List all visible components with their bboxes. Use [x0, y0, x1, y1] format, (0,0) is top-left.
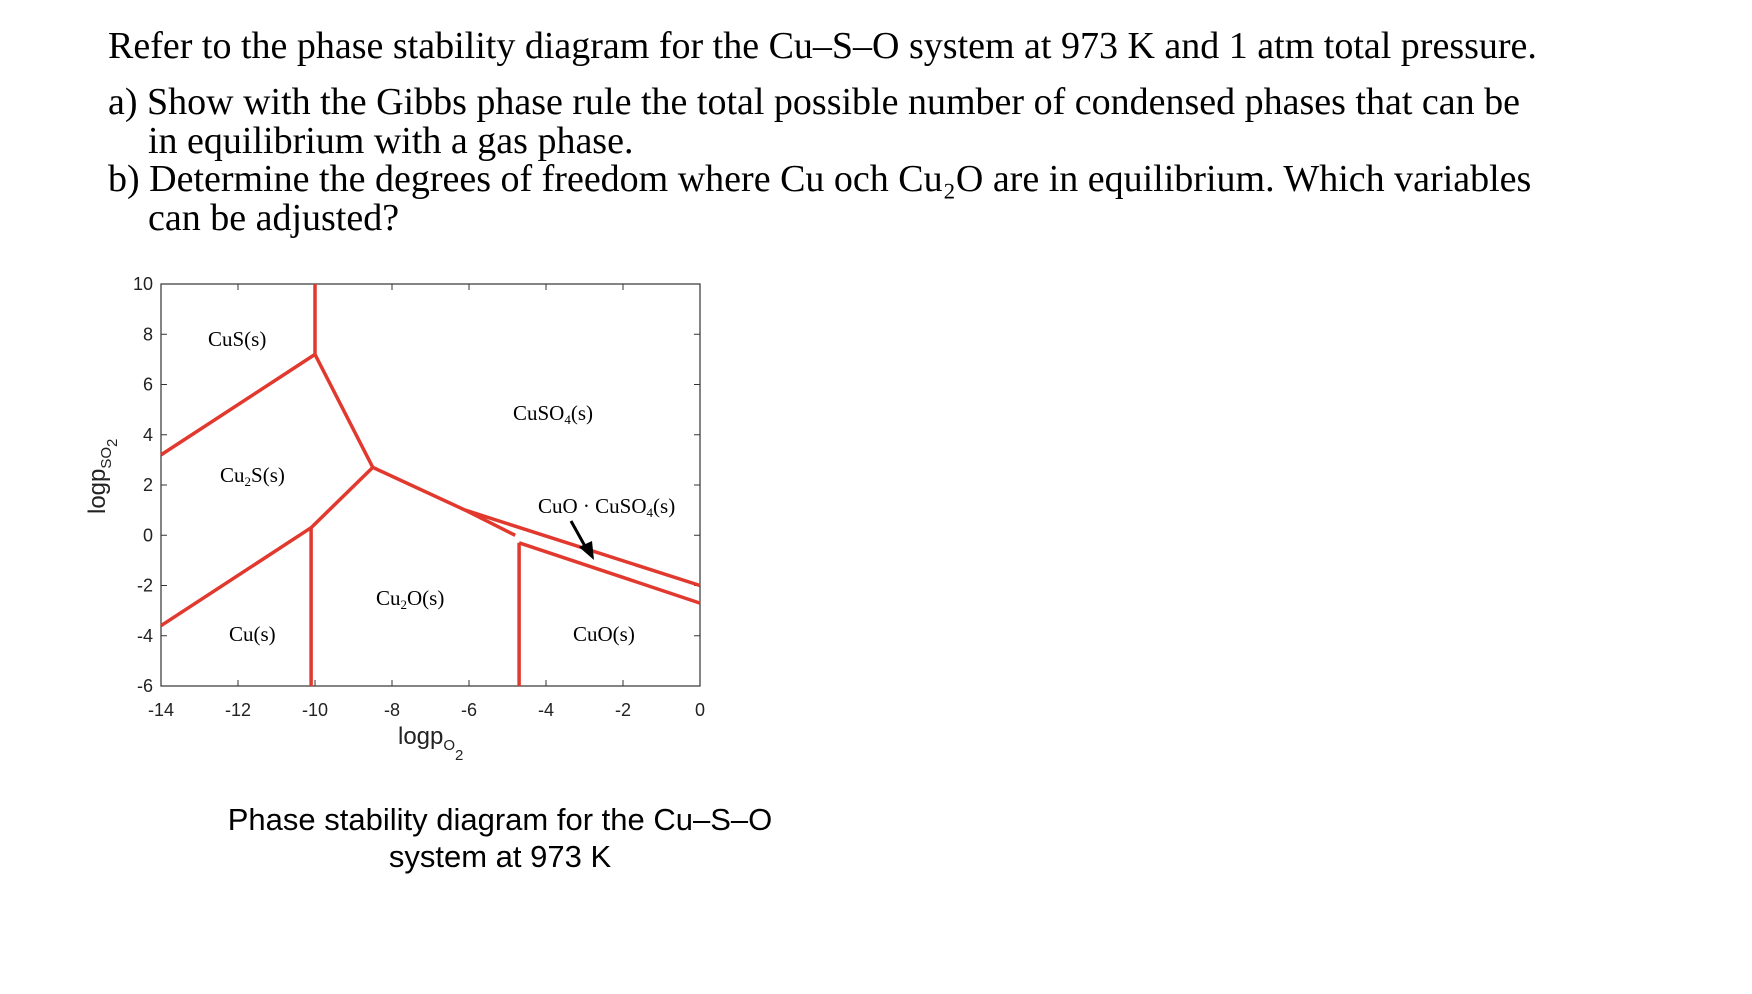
- x-tick-label: -6: [461, 700, 477, 720]
- region-cuso4-sub: 4: [564, 412, 571, 427]
- x-tick-label: -4: [538, 700, 554, 720]
- arrow-shaft: [569, 520, 588, 549]
- y-tick-label: -6: [137, 676, 153, 696]
- y-tick-labels: 10 8 6 4 2 0 -2 -4 -6: [133, 274, 153, 696]
- x-tick-label: 0: [695, 700, 705, 720]
- region-cuo-cuso4: CuO · CuSO4(s): [538, 494, 675, 520]
- question-b-line1: b) Determine the degrees of freedom wher…: [108, 158, 1532, 200]
- phase-boundary-7: [372, 465, 466, 512]
- y-tick-label: 4: [143, 425, 153, 445]
- x-tick-label: -8: [384, 700, 400, 720]
- region-cu2o-base: Cu: [376, 586, 401, 610]
- phase-boundary-4: [309, 466, 375, 529]
- x-tick-label: -12: [225, 700, 251, 720]
- axis-ticks: [160, 283, 701, 687]
- region-cuo: CuO(s): [573, 622, 635, 646]
- y-tick-label: -4: [137, 626, 153, 646]
- y-tick-label: 8: [143, 324, 153, 344]
- arrow-indicator: [569, 520, 594, 560]
- x-axis-label-subsub: 2: [455, 747, 463, 764]
- phase-boundary-3: [313, 353, 375, 469]
- region-cu2s-sub: 2: [245, 474, 252, 489]
- phase-boundary-1: [160, 352, 316, 457]
- y-tick-label: 6: [143, 375, 153, 395]
- y-axis-label-subsub: 2: [104, 439, 121, 447]
- region-cuso4-rest: (s): [571, 401, 593, 425]
- phase-boundary-9: [464, 508, 516, 537]
- region-cuso4-base: CuSO: [513, 401, 564, 425]
- question-a-line2: in equilibrium with a gas phase.: [148, 120, 634, 162]
- x-tick-labels: -14 -12 -10 -8 -6 -4 -2 0: [148, 700, 705, 720]
- question-b-line2: can be adjusted?: [148, 197, 400, 239]
- region-cu2o-sub: 2: [401, 597, 408, 612]
- y-axis-label: logpSO2: [84, 439, 121, 514]
- x-axis-label-main: logp: [398, 723, 443, 750]
- y-axis-label-main: logp: [84, 469, 111, 514]
- y-tick-label: 10: [133, 274, 153, 294]
- region-cuo-cuso4-rest: (s): [653, 494, 675, 518]
- y-tick-label: 2: [143, 475, 153, 495]
- region-cu2s-base: Cu: [220, 463, 245, 487]
- arrowhead-icon: [579, 541, 594, 560]
- phase-boundary-5: [160, 526, 313, 628]
- y-tick-label: -2: [137, 576, 153, 596]
- phase-boundary-10: [518, 541, 701, 605]
- region-cu: Cu(s): [229, 622, 276, 646]
- region-cu2o: Cu2O(s): [376, 586, 444, 612]
- y-tick-label: 0: [143, 525, 153, 545]
- x-tick-label: -2: [615, 700, 631, 720]
- region-cu2o-rest: O(s): [407, 586, 444, 610]
- region-cuo-cuso4-sub: 4: [647, 505, 654, 520]
- region-cu2s: Cu2S(s): [220, 463, 285, 489]
- region-cuo-cuso4-base: CuO · CuSO: [538, 494, 647, 518]
- region-cus: CuS(s): [208, 327, 266, 351]
- x-axis-label: logpO2: [398, 723, 463, 764]
- x-axis-label-sub: O: [443, 737, 455, 754]
- question-intro: Refer to the phase stability diagram for…: [108, 25, 1537, 67]
- question-a-line1: a) Show with the Gibbs phase rule the to…: [108, 81, 1520, 123]
- region-cuso4: CuSO4(s): [513, 401, 593, 427]
- region-cu2s-rest: S(s): [251, 463, 285, 487]
- figure-caption-line2: system at 973 K: [388, 839, 612, 874]
- x-tick-label: -10: [302, 700, 328, 720]
- figure-caption-line1: Phase stability diagram for the Cu–S–O: [227, 802, 773, 837]
- y-axis-label-sub: SO: [98, 447, 115, 469]
- x-tick-label: -14: [148, 700, 174, 720]
